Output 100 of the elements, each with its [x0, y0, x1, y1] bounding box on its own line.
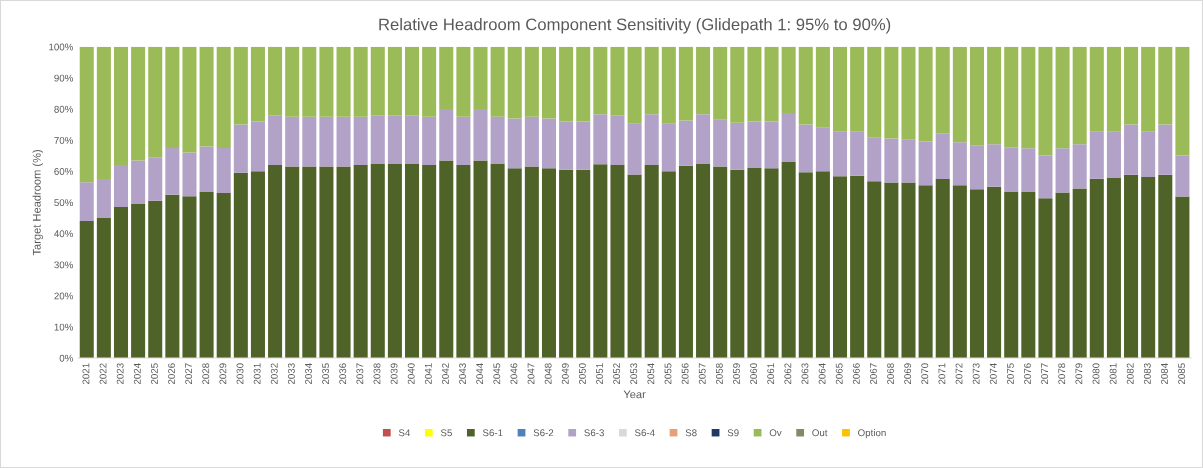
bar — [1072, 144, 1087, 189]
x-tick-label: 2058 — [715, 363, 723, 385]
legend-label: S8 — [685, 429, 697, 437]
bar — [1072, 188, 1087, 359]
bar — [1021, 191, 1036, 359]
x-tick-label: 2068 — [887, 363, 894, 385]
y-tick-label: 30% — [54, 261, 73, 269]
bar — [1124, 46, 1139, 125]
bar — [987, 186, 1002, 359]
bar — [1175, 196, 1190, 359]
bar — [233, 172, 248, 359]
x-tick-label: 2043 — [459, 363, 466, 385]
bar — [456, 46, 471, 117]
bar — [696, 46, 711, 115]
bar — [439, 46, 454, 110]
bar — [1106, 46, 1121, 132]
x-tick-label: 2049 — [561, 363, 569, 385]
bar — [644, 114, 659, 166]
bar — [764, 121, 779, 169]
bar — [952, 185, 967, 359]
bar — [730, 46, 745, 123]
y-tick-label: 80% — [54, 105, 73, 113]
bar — [815, 171, 830, 359]
x-tick-label: 2084 — [1161, 363, 1168, 385]
bar — [593, 46, 608, 115]
bar — [1124, 174, 1139, 359]
bar — [439, 160, 454, 359]
bar — [199, 46, 214, 147]
bar — [268, 115, 283, 166]
bar — [798, 46, 813, 125]
bar — [661, 46, 676, 124]
bar — [1055, 192, 1070, 359]
bar — [713, 166, 728, 359]
bar — [593, 114, 608, 165]
x-tick-label: 2059 — [733, 363, 740, 385]
bar — [576, 121, 591, 170]
bar — [764, 46, 779, 122]
bar — [182, 152, 197, 197]
bar — [815, 127, 830, 172]
x-tick-label: 2036 — [339, 363, 347, 385]
bar — [148, 200, 163, 359]
bar — [798, 124, 813, 173]
x-tick-label: 2061 — [767, 363, 775, 385]
bar — [918, 141, 933, 186]
x-tick-label: 2067 — [869, 363, 877, 385]
bar — [644, 165, 659, 359]
y-tick-label: 100% — [49, 43, 73, 51]
bar — [216, 147, 231, 194]
bar — [798, 172, 813, 359]
bar — [1004, 46, 1019, 148]
bar — [319, 166, 334, 359]
x-tick-label: 2042 — [441, 363, 449, 385]
bar — [781, 46, 796, 114]
x-tick-label: 2060 — [750, 363, 758, 385]
bar — [678, 120, 693, 166]
x-tick-label: 2056 — [681, 363, 689, 385]
y-tick-label: 20% — [54, 292, 73, 300]
y-tick-label: 90% — [54, 74, 73, 82]
x-tick-label: 2069 — [904, 363, 912, 385]
legend-label: Ov — [769, 429, 782, 437]
bar — [593, 164, 608, 359]
bar — [833, 176, 848, 359]
x-tick-label: 2030 — [236, 363, 244, 385]
x-tick-label: 2048 — [544, 363, 552, 385]
bar — [1072, 46, 1087, 145]
x-tick-label: 2033 — [287, 363, 295, 385]
bar — [610, 165, 625, 359]
bar — [285, 46, 300, 117]
bar — [490, 116, 505, 164]
bar — [405, 46, 420, 116]
bar — [781, 161, 796, 359]
x-tick-label: 2031 — [253, 363, 261, 385]
bar — [576, 169, 591, 359]
bar — [148, 157, 163, 201]
bar — [79, 221, 94, 359]
x-tick-label: 2047 — [527, 363, 535, 385]
bar — [541, 168, 556, 359]
bar — [319, 116, 334, 167]
bar — [1055, 46, 1070, 149]
bar — [850, 46, 865, 132]
bar — [867, 46, 882, 138]
bar — [131, 46, 146, 161]
bar — [713, 46, 728, 120]
bar — [148, 46, 163, 158]
bar — [987, 144, 1002, 187]
x-tick-label: 2041 — [424, 363, 432, 385]
bar — [730, 169, 745, 359]
bar — [1021, 46, 1036, 149]
x-tick-label: 2063 — [801, 363, 809, 385]
bar — [199, 146, 214, 192]
x-tick-label: 2044 — [476, 363, 484, 385]
chart-title: Relative Headroom Component Sensitivity (Glidepath 1: 95% to 90%) — [379, 18, 891, 34]
bar — [541, 46, 556, 119]
bar — [165, 147, 180, 195]
legend-label: S5 — [440, 429, 452, 437]
bar — [524, 46, 539, 117]
bar — [918, 185, 933, 359]
bar — [1141, 176, 1156, 359]
bar — [747, 121, 762, 168]
bar — [884, 46, 899, 139]
